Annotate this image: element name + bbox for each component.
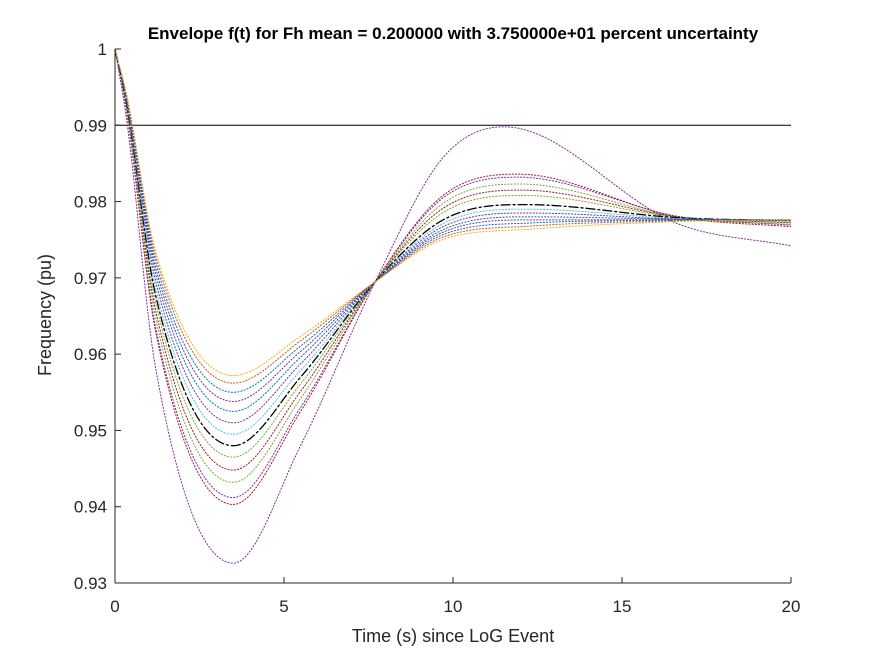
series-line-9 — [115, 49, 791, 424]
y-tick-label: 0.96 — [74, 345, 107, 364]
series-line-2 — [115, 49, 791, 505]
x-axis-label: Time (s) since LoG Event — [352, 626, 554, 646]
y-tick-label: 0.94 — [74, 498, 107, 517]
axes: 0 5 10 15 20 0.93 0.94 0.95 0.96 0.97 0.98 0.99 1 — [74, 40, 801, 616]
y-tick-label: 0.97 — [74, 269, 107, 288]
series-line-5 — [115, 49, 791, 471]
series-line-6 — [115, 49, 791, 458]
y-tick-label: 1 — [98, 40, 107, 59]
series-line-7 — [115, 49, 791, 447]
x-tick-label: 10 — [444, 597, 463, 616]
series-line-10 — [115, 49, 791, 412]
series-line-3 — [115, 49, 791, 499]
chart-title: Envelope f(t) for Fh mean = 0.200000 wit… — [148, 24, 759, 43]
x-tick-label: 5 — [279, 597, 288, 616]
series-line-14 — [115, 49, 791, 377]
x-tick-label: 0 — [110, 597, 119, 616]
y-tick-label: 0.95 — [74, 421, 107, 440]
plot-area — [115, 49, 791, 564]
y-tick-label: 0.98 — [74, 193, 107, 212]
series-line-13 — [115, 49, 791, 384]
series-line-1 — [115, 49, 791, 564]
x-tick-label: 15 — [613, 597, 632, 616]
y-tick-label: 0.99 — [74, 116, 107, 135]
x-tick-label: 20 — [782, 597, 801, 616]
series-line-11 — [115, 49, 791, 402]
series-line-12 — [115, 49, 791, 393]
series-line-8 — [115, 49, 791, 435]
y-tick-label: 0.93 — [74, 574, 107, 593]
y-axis-label: Frequency (pu) — [35, 254, 55, 376]
